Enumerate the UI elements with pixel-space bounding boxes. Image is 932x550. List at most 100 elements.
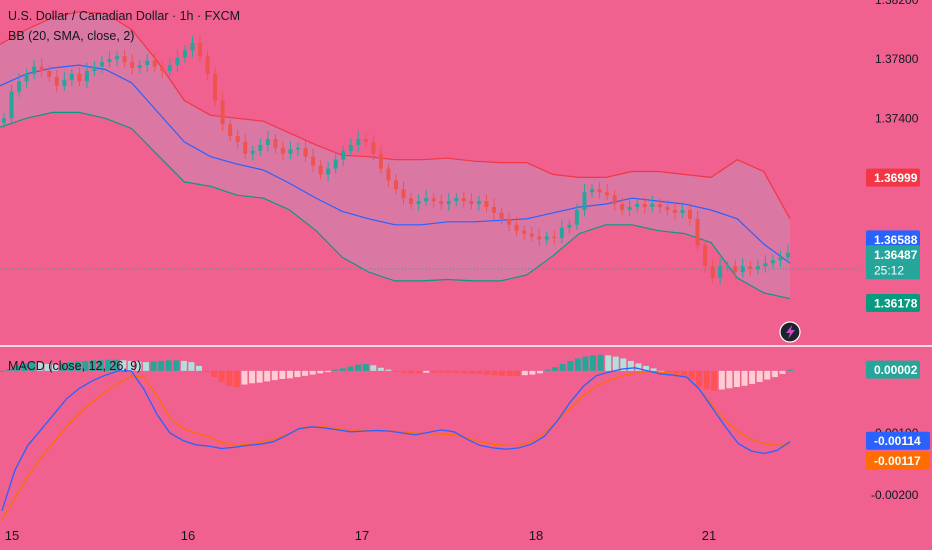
macd-histogram-bar: [385, 369, 392, 371]
candle-body: [770, 260, 775, 264]
macd-histogram-bar: [150, 361, 157, 371]
candle-body: [122, 56, 127, 63]
candle-body: [175, 57, 180, 66]
macd-histogram-bar: [635, 363, 642, 371]
macd-histogram-bar: [127, 360, 134, 371]
candle-body: [356, 138, 361, 145]
candle-body: [92, 66, 97, 71]
macd-histogram-bar: [423, 370, 430, 373]
macd-histogram-bar: [188, 362, 195, 371]
candle-body: [213, 73, 218, 101]
macd-indicator-label[interactable]: MACD (close, 12, 26, 9): [8, 359, 141, 373]
chart-title: U.S. Dollar / Canadian Dollar · 1h · FXC…: [8, 9, 240, 23]
candle-body: [499, 212, 504, 219]
macd-histogram-bar: [29, 362, 36, 371]
candle-body: [642, 204, 647, 208]
bollinger-band-fill: [0, 11, 790, 299]
candle-body: [69, 73, 74, 80]
bb-basis-badge-bg: [866, 230, 920, 249]
bb-upper-badge: 1.36999: [874, 171, 918, 185]
macd-hist-badge: 0.00002: [874, 363, 918, 377]
macd-histogram-bar: [650, 368, 657, 371]
macd-histogram-bar: [332, 369, 339, 371]
candle-body: [17, 81, 22, 92]
macd-histogram-bar: [559, 364, 566, 371]
candle-body: [763, 263, 768, 267]
macd-histogram-bar: [21, 363, 28, 371]
macd-histogram-bar: [680, 370, 687, 376]
candle-body: [265, 138, 270, 145]
candle-body: [84, 70, 89, 82]
macd-histogram-bar: [233, 370, 240, 388]
candle-body: [311, 156, 316, 166]
macd-histogram-bar: [249, 370, 256, 384]
macd-histogram-bar: [643, 365, 650, 371]
bb-lower-badge: 1.36178: [874, 296, 918, 310]
candle-body: [77, 73, 82, 82]
candle-body: [748, 266, 753, 270]
macd-histogram-bar: [226, 370, 233, 386]
macd-histogram-bar: [446, 370, 453, 373]
candle-body: [288, 149, 293, 154]
candle-body: [650, 204, 655, 208]
macd-histogram-bar: [590, 355, 596, 371]
candle-body: [303, 147, 308, 157]
candle-body: [378, 153, 383, 169]
candle-body: [786, 252, 790, 258]
macd-histogram-bar: [377, 367, 384, 371]
macd-histogram-bar: [521, 370, 528, 376]
macd-tick-label: -0.00200: [871, 488, 919, 502]
candle-body: [39, 66, 44, 71]
macd-histogram-bar: [764, 370, 771, 380]
x-axis: 15 16 17 18 21: [5, 528, 716, 543]
candle-body: [228, 124, 233, 137]
macd-histogram-bar: [499, 370, 506, 376]
x-tick-label: 18: [529, 528, 543, 543]
macd-line-badge-bg: [866, 431, 930, 450]
macd-histogram-bar: [430, 370, 437, 373]
candle-body: [590, 189, 594, 193]
bb-upper-badge-bg: [866, 168, 920, 187]
macd-histogram-bar: [787, 369, 793, 371]
candle-body: [220, 100, 225, 125]
macd-histogram-bar: [696, 370, 703, 388]
candle-body: [695, 218, 700, 246]
macd-histogram-bar: [529, 370, 536, 375]
macd-histogram-bar: [279, 370, 286, 379]
candle-body: [152, 60, 157, 67]
bb-fill-area: [0, 11, 790, 299]
countdown-badge: 25:12: [874, 263, 904, 277]
lightning-icon[interactable]: [779, 321, 801, 343]
macd-histogram-bar: [468, 370, 475, 374]
macd-histogram-bar: [506, 370, 513, 376]
macd-line: [1, 367, 791, 511]
signal-line-badge: -0.00117: [874, 454, 921, 468]
macd-histogram-bar: [756, 370, 763, 383]
macd-histogram-bar: [339, 368, 346, 371]
candle-body: [612, 195, 617, 205]
bb-basis-line: [0, 64, 791, 264]
candle-body: [167, 65, 172, 71]
macd-histogram-bar: [196, 365, 202, 371]
macd-histogram-bar: [612, 356, 619, 371]
macd-histogram-bar: [597, 354, 604, 371]
candle-body: [47, 70, 52, 77]
candle-body: [718, 266, 723, 278]
candle-body: [130, 62, 135, 69]
macd-histogram-bar: [36, 362, 43, 371]
macd-histogram: [0, 354, 793, 391]
macd-histogram-bar: [203, 370, 210, 373]
macd-histogram-bar: [97, 360, 104, 371]
bb-indicator-label[interactable]: BB (20, SMA, close, 2): [8, 29, 134, 43]
candle-body: [409, 198, 414, 205]
macd-histogram-bar: [749, 370, 756, 384]
macd-histogram-bar: [438, 370, 445, 373]
macd-histogram-bar: [362, 364, 369, 371]
macd-histogram-bar: [726, 370, 733, 389]
candle-body: [416, 201, 421, 205]
candle-body: [484, 201, 489, 208]
macd-histogram-bar: [552, 367, 559, 371]
macd-histogram-bar: [476, 370, 483, 374]
